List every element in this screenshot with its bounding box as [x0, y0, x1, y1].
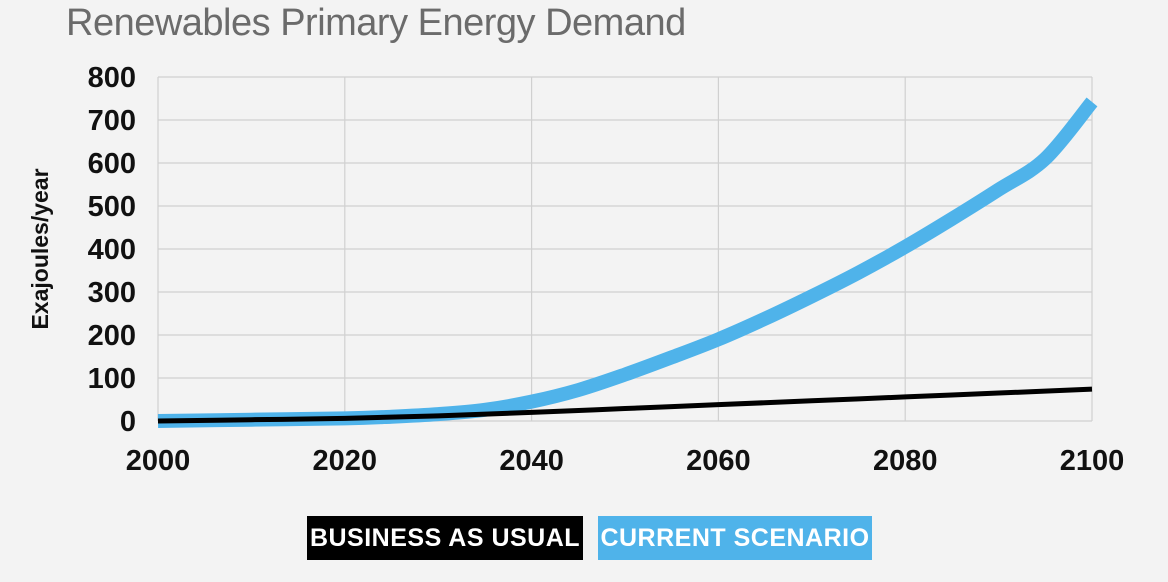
legend-current-scenario: CURRENT SCENARIO	[598, 516, 872, 560]
legend-label: BUSINESS AS USUAL	[309, 523, 581, 552]
y-axis-ticks: 0 100 200 300 400 500 600 700 800	[88, 62, 136, 438]
y-tick-label: 100	[88, 363, 136, 395]
x-tick-label: 2080	[873, 445, 938, 477]
y-tick-label: 800	[88, 62, 136, 94]
x-tick-label: 2020	[313, 445, 378, 477]
legend-business-as-usual: BUSINESS AS USUAL	[307, 516, 583, 560]
y-tick-label: 0	[120, 406, 136, 438]
y-tick-label: 700	[88, 105, 136, 137]
y-tick-label: 300	[88, 277, 136, 309]
y-axis-label: Exajoules/year	[27, 168, 53, 329]
grid-lines	[157, 76, 1093, 422]
y-tick-label: 600	[88, 148, 136, 180]
x-tick-label: 2000	[126, 445, 191, 477]
y-tick-label: 200	[88, 320, 136, 352]
y-tick-label: 400	[88, 234, 136, 266]
x-axis-ticks: 2000 2020 2040 2060 2080 2100	[126, 445, 1125, 477]
y-tick-label: 500	[88, 191, 136, 223]
series-lines	[157, 97, 1098, 428]
x-tick-label: 2040	[499, 445, 564, 477]
x-tick-label: 2100	[1060, 445, 1125, 477]
chart-title: Renewables Primary Energy Demand	[66, 2, 686, 44]
x-tick-label: 2060	[686, 445, 751, 477]
series-line-business-as-usual	[157, 386, 1093, 424]
legend-label: CURRENT SCENARIO	[600, 523, 870, 552]
